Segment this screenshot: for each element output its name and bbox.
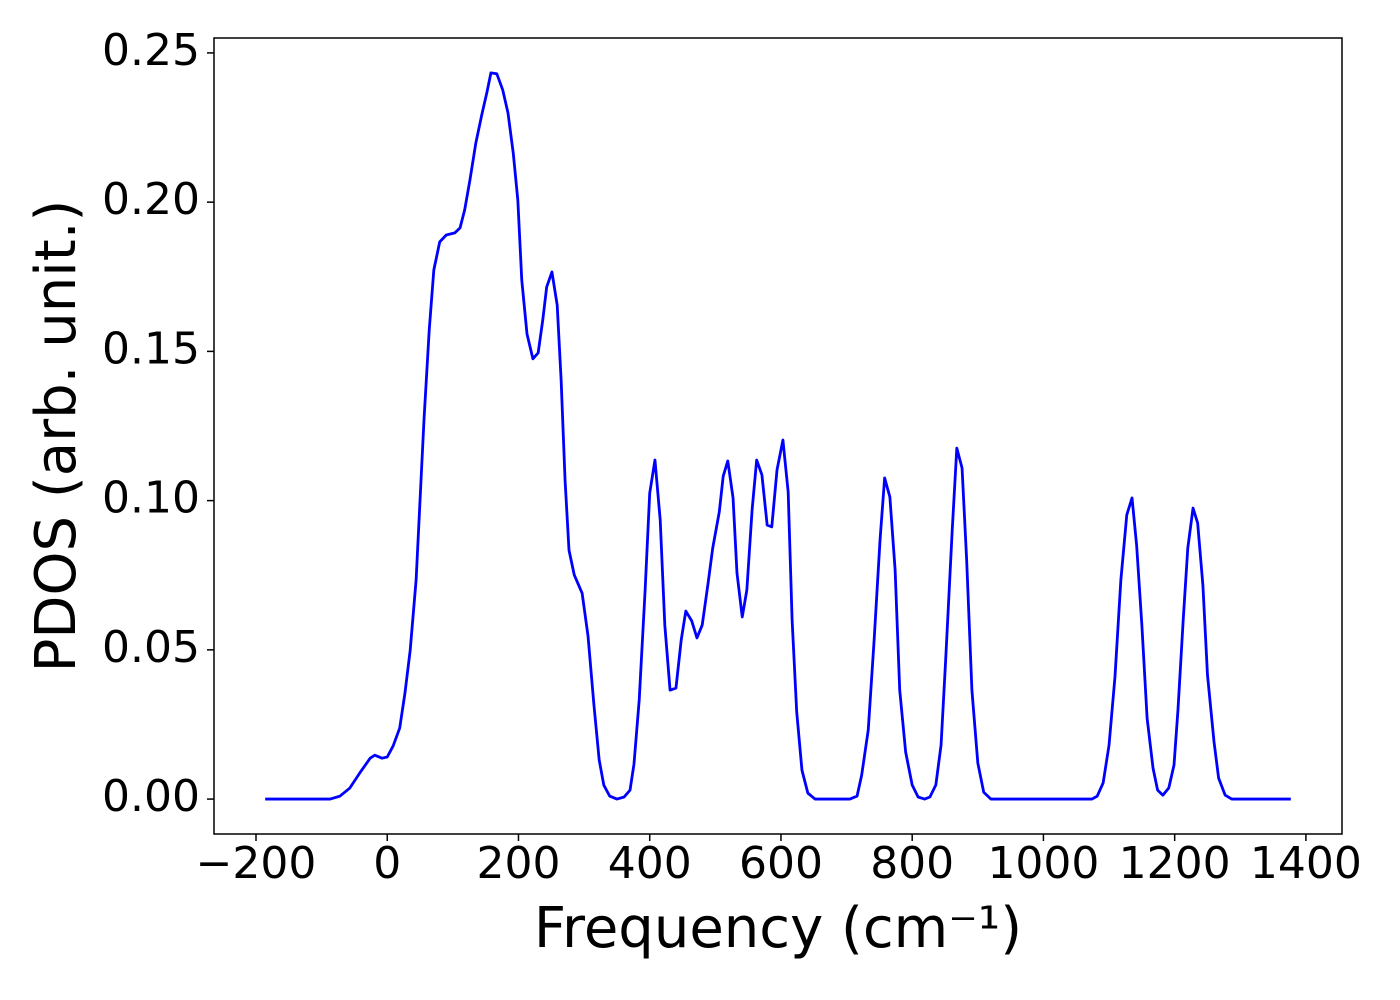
x-tick-label: 1400 <box>1250 838 1362 889</box>
x-tick-label: 1000 <box>987 838 1099 889</box>
y-tick-label: 0.15 <box>102 323 200 374</box>
x-tick-label: 400 <box>608 838 692 889</box>
x-tick-label: 600 <box>739 838 823 889</box>
y-tick-label: 0.00 <box>102 771 200 822</box>
pdos-line <box>265 71 1291 801</box>
plot-frame <box>213 37 1343 835</box>
x-tick-label: 200 <box>476 838 560 889</box>
x-tick-label: −200 <box>196 838 317 889</box>
y-tick-label: 0.25 <box>102 25 200 76</box>
y-tick-label: 0.20 <box>102 174 200 225</box>
y-tick-label: 0.05 <box>102 622 200 673</box>
y-axis-label: PDOS (arb. unit.) <box>24 200 89 673</box>
y-tick-label: 0.10 <box>102 473 200 524</box>
x-tick-label: 800 <box>870 838 954 889</box>
x-tick-label: 0 <box>373 838 401 889</box>
x-tick-label: 1200 <box>1119 838 1231 889</box>
x-axis-label: Frequency (cm⁻¹) <box>534 896 1022 961</box>
